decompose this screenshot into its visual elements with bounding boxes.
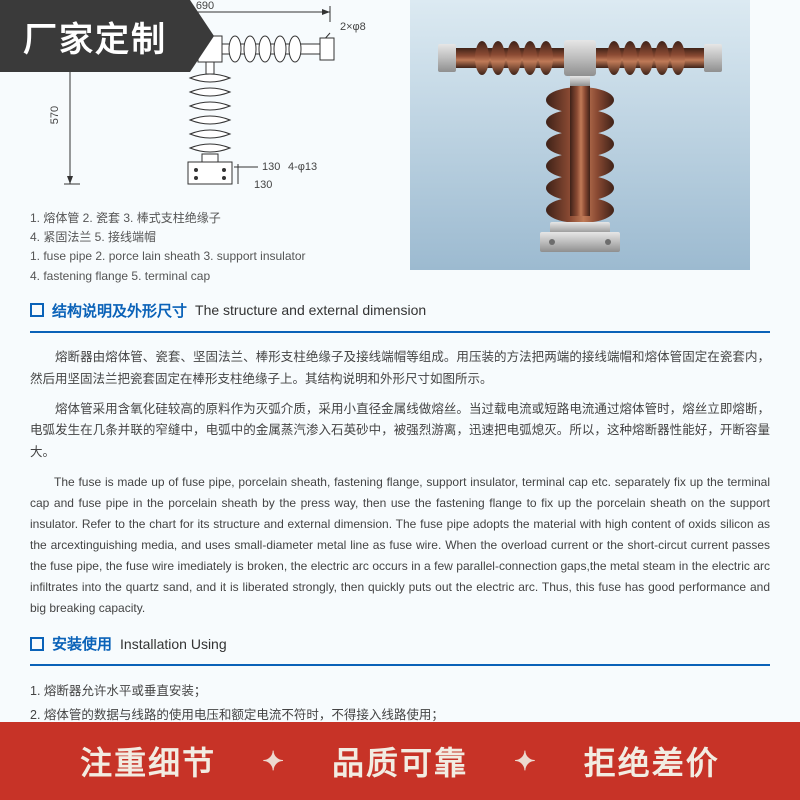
- structure-para-cn-1: 熔断器由熔体管、瓷套、坚固法兰、棒形支柱绝缘子及接线端帽等组成。用压装的方法把两…: [30, 347, 770, 391]
- structure-heading-en: The structure and external dimension: [195, 302, 426, 318]
- structure-para-cn-2: 熔体管采用含氧化硅较高的原料作为灭弧介质，采用小直径金属线做熔丝。当过载电流或短…: [30, 399, 770, 465]
- dim-height: 570: [49, 106, 61, 124]
- product-photo: [390, 0, 770, 286]
- install-heading-cn: 安装使用: [52, 633, 112, 654]
- square-bullet-icon: [30, 637, 44, 651]
- banner-sep-icon: ✦: [262, 746, 286, 777]
- dim-flange-hole: 4-φ13: [288, 161, 317, 173]
- support-insulator: [190, 62, 230, 162]
- legend-cn: 1. 熔体管 2. 瓷套 3. 棒式支柱绝缘子 4. 紧固法兰 5. 接线端帽: [30, 209, 370, 247]
- install-item-cn: 1. 熔断器允许水平或垂直安装；: [30, 680, 770, 704]
- banner-sep-icon: ✦: [514, 746, 538, 777]
- banner-item: 品质可靠: [332, 738, 468, 784]
- structure-para-en: The fuse is made up of fuse pipe, porcel…: [30, 472, 770, 619]
- install-heading-en: Installation Using: [120, 636, 227, 652]
- diagram-legend: 1. 熔体管 2. 瓷套 3. 棒式支柱绝缘子 4. 紧固法兰 5. 接线端帽 …: [30, 209, 370, 286]
- dim-flange-h: 130: [254, 179, 272, 191]
- dim-hole: 2×φ8: [340, 21, 366, 33]
- corner-badge-text: 厂家定制: [23, 12, 167, 61]
- square-bullet-icon: [30, 303, 44, 317]
- banner-item: 注重细节: [80, 738, 216, 784]
- section-heading-structure: 结构说明及外形尺寸 The structure and external dim…: [30, 300, 770, 321]
- corner-badge: 厂家定制: [0, 0, 190, 72]
- banner-item: 拒绝差价: [584, 738, 720, 784]
- section-rule: [30, 331, 770, 333]
- product-photo-svg: [410, 0, 750, 270]
- document-page: 690 2×φ8: [0, 0, 800, 800]
- dim-flange-w: 130: [262, 161, 280, 173]
- section-rule: [30, 664, 770, 666]
- legend-en: 1. fuse pipe 2. porce lain sheath 3. sup…: [30, 247, 370, 285]
- structure-body: 熔断器由熔体管、瓷套、坚固法兰、棒形支柱绝缘子及接线端帽等组成。用压装的方法把两…: [30, 347, 770, 619]
- bottom-banner: 注重细节 ✦ 品质可靠 ✦ 拒绝差价: [0, 722, 800, 800]
- structure-heading-cn: 结构说明及外形尺寸: [52, 300, 187, 321]
- section-heading-install: 安装使用 Installation Using: [30, 633, 770, 654]
